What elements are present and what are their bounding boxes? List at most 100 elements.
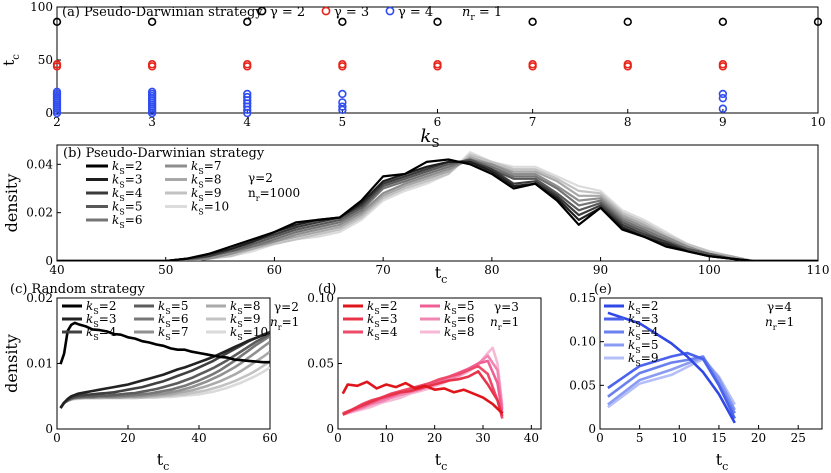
y-axis-label-c: density [2,334,21,393]
x-axis-label-a-sub: S [431,136,439,150]
legend-label-d-8-sub: S [451,333,456,342]
legend-label-c-8-main: k [230,299,237,313]
legend-label-c-7-sub: S [165,333,170,342]
legend-label-b-10: kS=10 [191,200,229,217]
legend-label-c-7: kS=7 [158,325,188,342]
legend-label-c-6: kS=6 [158,312,188,329]
legend-label-c-2: kS=2 [86,299,116,316]
x-tick-label-c: 40 [191,431,206,445]
legend-label-b-9-main: k [191,186,198,200]
legend-label-b-5-value: =5 [125,200,143,214]
nr-label-e: nr=1 [765,315,794,332]
legend-label-c-3: kS=3 [86,312,116,329]
legend-label-d-3-sub: S [374,320,379,329]
legend-marker-1 [321,6,331,16]
scatter-point-2 [147,87,157,97]
legend-label-b-8: kS=8 [191,173,221,190]
panel-title-a: (a) Pseudo-Darwinian strategy [62,5,263,20]
x-tick-label-b: 50 [158,263,173,277]
legend-label-e-2-sub: S [635,307,640,316]
y-tick-label-d: 0.10 [307,291,334,305]
legend-label-c-2-sub: S [93,307,98,316]
x-tick-label-e: 25 [791,431,806,445]
legend-label-b-5: kS=5 [112,200,142,217]
scatter-point-1 [718,62,728,71]
legend-label-b-10-sub: S [198,208,203,217]
legend-label-c-10-value: =10 [243,325,268,339]
scatter-point-0 [52,17,62,27]
panel-c: 0 20 40 6000.010.02tcdensitykS=2kS=3kS=4kS=… [2,282,299,473]
legend-nr-a: nr = 1 [462,5,502,23]
legend-label-c-9-value: =9 [243,312,261,326]
legend-label-d-5-main: k [444,299,451,313]
legend-label-b-9: kS=9 [191,186,221,203]
nr-label-b: nr=1000 [248,186,300,203]
legend-label-c-7-main: k [158,325,165,339]
legend-marker-2 [385,6,395,16]
nr-label-b-main: n [248,186,256,200]
legend-label-c-10: kS=10 [230,325,268,342]
x-tick-label-a: 6 [434,115,442,129]
legend-label-b-5-sub: S [119,208,124,217]
scatter-point-0 [813,17,823,27]
x-axis-label-b: tc [435,263,448,286]
nr-label-d-main: n [490,315,498,329]
legend-label-e-3-value: =3 [641,312,659,326]
x-axis-label-b-sub: c [441,273,447,286]
scatter-point-2 [718,93,728,103]
x-tick-label-a: 7 [529,115,537,129]
gamma-label-e: γ=4 [767,300,792,314]
y-axis-label-a-sub: c [11,54,22,60]
legend-label-b-2-sub: S [119,167,124,176]
legend-label-b-4-main: k [112,186,119,200]
series-line-b-7 [57,158,818,261]
legend-label-b-10-value: =10 [204,200,229,214]
legend-label-e-9-main: k [628,351,635,365]
y-tick-label-e: 0.05 [569,378,596,392]
x-axis-label-c-sub: c [163,460,169,473]
legend-label-d-4: kS=4 [367,325,398,342]
scatter-point-2 [718,89,728,99]
lines-e [607,311,736,424]
legend-label-c-4-main: k [86,325,93,339]
panel-b: 40 50 60 70 80 90 100 11000.020.04tcdensitykS=2… [2,144,829,286]
legend-label-2: γ = 4 [398,5,433,20]
x-tick-label-b: 40 [49,263,64,277]
x-axis-label-d-main: t [435,450,442,469]
legend-label-b-2-main: k [112,159,119,173]
nr-label-c: nr=1 [270,315,299,332]
legend-label-d-3: kS=3 [367,312,397,329]
legend-label-d-4-value: =4 [380,325,398,339]
series-line-c-2 [59,321,270,365]
legend-label-b-8-sub: S [198,181,203,190]
panel-title-d: (d) [318,282,336,297]
legend-label-e-5-sub: S [635,346,640,355]
legend-label-c-8: kS=8 [230,299,260,316]
legend-label-b-3-sub: S [119,181,124,190]
scatter-point-0 [528,17,537,27]
x-tick-label-d: 40 [524,431,539,445]
x-axis-label-e: tc [716,450,729,473]
x-tick-label-e: 5 [636,431,644,445]
legend-label-b-7: kS=7 [191,159,221,176]
legend-label-d-8-main: k [444,325,451,339]
legend-label-c-10-sub: S [237,333,242,342]
x-tick-label-a: 2 [53,115,61,129]
legend-label-c-8-value: =8 [243,299,261,313]
legend-label-c-4-value: =4 [99,325,117,339]
legend-label-b-8-main: k [191,173,198,187]
x-tick-label-c: 0 [53,431,61,445]
legend-label-1: γ = 3 [334,5,369,20]
legend-label-e-4-sub: S [635,333,640,342]
legend-label-d-5-value: =5 [457,299,475,313]
x-tick-label-a: 10 [810,115,825,129]
legend-label-d-8-value: =8 [457,325,475,339]
legend-label-b-6: kS=6 [112,213,142,230]
legend-label-b-7-sub: S [198,167,203,176]
scatter-point-2 [243,89,252,99]
axes-box-b [56,144,819,262]
legend-label-b-6-sub: S [119,221,124,230]
series-line-c-5 [59,332,270,409]
nr-label-d-sub: r [498,323,502,332]
